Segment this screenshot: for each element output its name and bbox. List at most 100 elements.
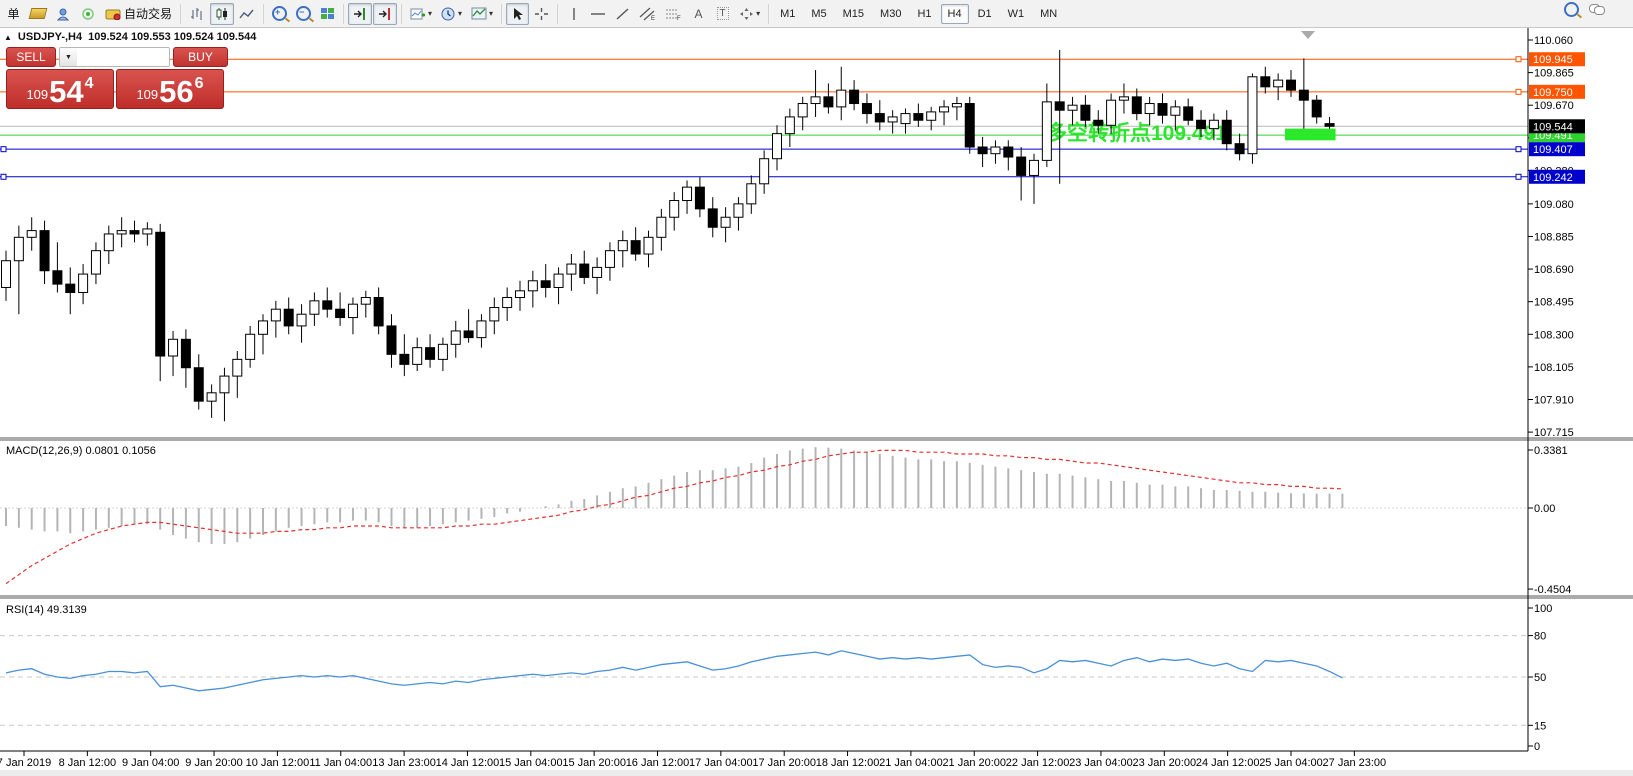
- chart-shift-marker[interactable]: [1301, 31, 1315, 39]
- svg-text:109.945: 109.945: [1533, 54, 1573, 66]
- separator: [401, 3, 403, 24]
- time-axis[interactable]: 7 Jan 2019 8 Jan 12:00 9 Jan 04:00 9 Jan 20…: [0, 751, 1386, 769]
- svg-text:50: 50: [1534, 672, 1546, 684]
- timeframe-w1[interactable]: W1: [1007, 7, 1025, 20]
- svg-text:24 Jan 12:00: 24 Jan 12:00: [1196, 757, 1260, 769]
- timeframe-m30[interactable]: M30: [880, 7, 902, 20]
- svg-text:-0.4504: -0.4504: [1534, 584, 1571, 596]
- timeframe-m1[interactable]: M1: [780, 7, 796, 20]
- timeframe-m5[interactable]: M5: [811, 7, 827, 20]
- svg-text:109.080: 109.080: [1534, 199, 1574, 211]
- one-click-trading-panel: SELL ▼ ▲ BUY 109 54 4 109 56 6: [6, 47, 228, 109]
- svg-text:23 Jan 20:00: 23 Jan 20:00: [1132, 757, 1196, 769]
- new-order-button[interactable]: 单: [2, 3, 25, 25]
- buy-button[interactable]: BUY: [173, 47, 228, 67]
- svg-text:100: 100: [1534, 603, 1552, 615]
- equidistant-channel-tool[interactable]: E: [635, 3, 660, 25]
- svg-text:107.910: 107.910: [1534, 394, 1574, 406]
- green-highlight-segment[interactable]: [1285, 128, 1336, 141]
- zoom-out-icon[interactable]: −: [292, 3, 315, 25]
- volume-decrease-button[interactable]: ▼: [60, 48, 77, 66]
- ask-quote-button[interactable]: 109 56 6: [116, 69, 224, 109]
- separator: [501, 3, 503, 24]
- volume-input[interactable]: [77, 48, 169, 66]
- gold-icon[interactable]: [26, 3, 50, 25]
- horizontal-line-tool[interactable]: [586, 3, 610, 25]
- svg-text:8 Jan 12:00: 8 Jan 12:00: [59, 757, 117, 769]
- svg-text:25 Jan 04:00: 25 Jan 04:00: [1259, 757, 1323, 769]
- zoom-in-icon[interactable]: +: [268, 3, 291, 25]
- svg-text:108.105: 108.105: [1534, 362, 1574, 374]
- bid-quote-button[interactable]: 109 54 4: [6, 69, 114, 109]
- svg-text:21 Jan 20:00: 21 Jan 20:00: [942, 757, 1006, 769]
- timeframe-mn[interactable]: MN: [1040, 7, 1058, 20]
- svg-text:11 Jan 04:00: 11 Jan 04:00: [309, 757, 372, 769]
- svg-text:110.060: 110.060: [1534, 35, 1573, 47]
- text-label-tool[interactable]: T: [711, 3, 734, 25]
- timeframe-h4[interactable]: H4: [940, 3, 969, 24]
- svg-text:9 Jan 04:00: 9 Jan 04:00: [122, 757, 180, 769]
- svg-text:80: 80: [1534, 631, 1546, 643]
- svg-text:22 Jan 12:00: 22 Jan 12:00: [1006, 757, 1070, 769]
- cursor-tool[interactable]: [506, 2, 530, 25]
- timeframe-m15[interactable]: M15: [842, 7, 865, 20]
- svg-text:15 Jan 04:00: 15 Jan 04:00: [499, 757, 563, 769]
- macd-pane: [0, 447, 1528, 585]
- svg-text:17 Jan 04:00: 17 Jan 04:00: [689, 757, 753, 769]
- chevron-down-icon: ▾: [489, 8, 494, 18]
- text-tool[interactable]: A: [694, 6, 703, 21]
- window-bottom-strip: [0, 770, 1633, 776]
- sell-button[interactable]: SELL: [6, 47, 56, 67]
- volume-stepper: ▼ ▲: [59, 47, 170, 67]
- new-order-label: 单: [7, 7, 20, 21]
- svg-text:107.715: 107.715: [1534, 427, 1574, 439]
- svg-text:0.3381: 0.3381: [1534, 445, 1568, 457]
- crosshair-tool[interactable]: [530, 3, 553, 25]
- svg-text:MACD(12,26,9) 0.0801 0.1056: MACD(12,26,9) 0.0801 0.1056: [6, 445, 156, 457]
- fibonacci-tool[interactable]: F: [661, 3, 686, 25]
- timeframe-h1[interactable]: H1: [917, 7, 932, 20]
- svg-text:109.865: 109.865: [1534, 68, 1574, 80]
- svg-text:109.242: 109.242: [1533, 172, 1573, 184]
- chart-shift-icon[interactable]: [373, 2, 398, 25]
- svg-text:16 Jan 12:00: 16 Jan 12:00: [626, 757, 690, 769]
- svg-text:109.544: 109.544: [1533, 121, 1573, 133]
- market-watch-icon[interactable]: [51, 3, 75, 25]
- autotrading-label: 自动交易: [124, 7, 173, 21]
- chevron-down-icon: ▾: [458, 8, 463, 18]
- chat-icon[interactable]: [1589, 4, 1605, 15]
- tile-windows-icon[interactable]: [316, 3, 339, 25]
- vertical-line-tool[interactable]: [562, 3, 585, 25]
- templates-button[interactable]: ▾: [467, 3, 497, 25]
- periods-button[interactable]: ▾: [437, 3, 466, 25]
- ask-pip: 6: [194, 75, 204, 92]
- svg-text:17 Jan 20:00: 17 Jan 20:00: [752, 757, 816, 769]
- trendline-tool[interactable]: [611, 3, 634, 25]
- pane-separators[interactable]: [0, 437, 1633, 752]
- svg-text:14 Jan 12:00: 14 Jan 12:00: [436, 757, 500, 769]
- svg-text:109.670: 109.670: [1534, 100, 1574, 112]
- bar-chart-type-icon[interactable]: [185, 3, 209, 25]
- svg-text:108.885: 108.885: [1534, 231, 1574, 243]
- add-indicator-button[interactable]: ▾: [406, 3, 436, 25]
- arrows-tool[interactable]: ▾: [735, 3, 764, 25]
- svg-text:RSI(14) 49.3139: RSI(14) 49.3139: [6, 604, 87, 616]
- timeframe-d1[interactable]: D1: [977, 7, 992, 20]
- svg-text:108.495: 108.495: [1534, 297, 1574, 309]
- svg-text:21 Jan 04:00: 21 Jan 04:00: [879, 757, 943, 769]
- candlestick-chart-type-icon[interactable]: [210, 2, 235, 25]
- timeframe-switcher: M1 M5 M15 M30 H1 H4 D1 W1 MN: [773, 3, 1064, 24]
- macd-label: MACD(12,26,9) 0.0801 0.1056: [6, 445, 156, 457]
- svg-text:27 Jan 23:00: 27 Jan 23:00: [1323, 757, 1387, 769]
- auto-scroll-icon[interactable]: [348, 2, 373, 25]
- collapse-icon[interactable]: ▲: [4, 32, 12, 42]
- svg-text:15: 15: [1534, 720, 1546, 732]
- autotrading-button[interactable]: 自动交易: [101, 3, 176, 25]
- svg-text:F: F: [677, 16, 681, 21]
- signal-icon[interactable]: [76, 3, 100, 25]
- candlesticks: [1, 50, 1335, 422]
- line-chart-type-icon[interactable]: [235, 3, 259, 25]
- search-icon[interactable]: [1564, 2, 1579, 17]
- rsi-pane: [0, 635, 1528, 726]
